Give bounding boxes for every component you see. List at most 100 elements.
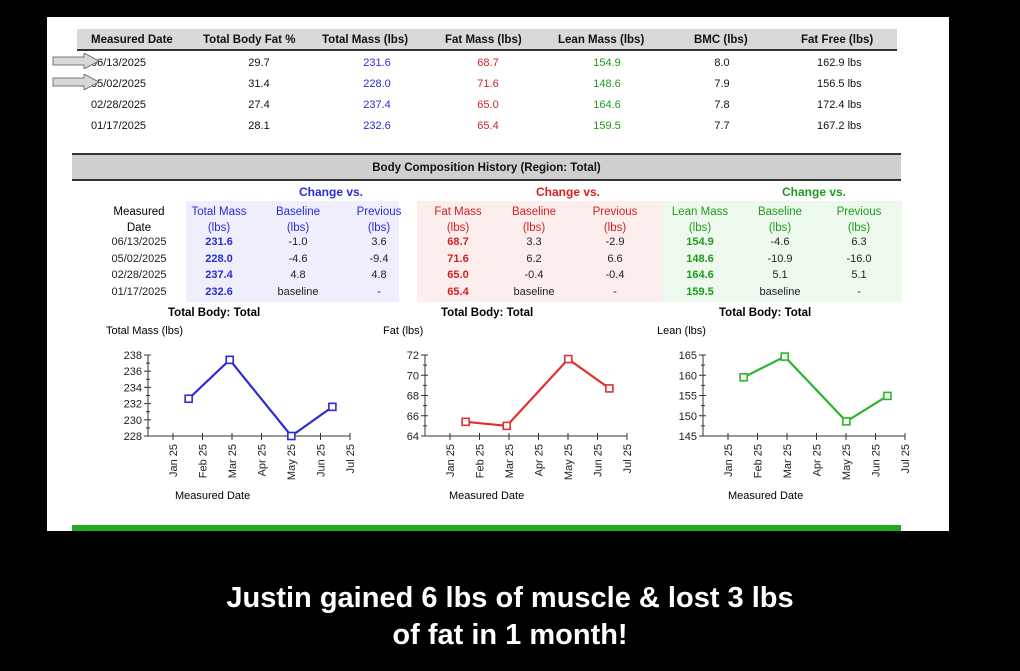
table-cell: 167.2 lbs — [817, 120, 862, 132]
header-line: (lbs) — [367, 222, 391, 234]
fat-chart: 64 66 68 70 72 Jan 25 Feb 25 Mar 25 Apr 25 May 25… — [379, 305, 649, 505]
x-tick-label: Apr 25 — [534, 444, 546, 476]
header-line: (lbs) — [847, 222, 871, 234]
chart-y-label: Total Mass (lbs) — [106, 325, 184, 337]
table-cell: 237.4 — [205, 269, 233, 281]
header-line: Previous — [356, 206, 402, 218]
mass-band — [186, 201, 399, 302]
table-cell: 05/02/2025 — [91, 78, 147, 90]
caption-line-2: of fat in 1 month! — [392, 619, 628, 651]
x-tick-label: Jun 25 — [316, 444, 328, 477]
x-tick-label: Apr 25 — [812, 444, 824, 476]
table-cell: -2.9 — [605, 236, 625, 248]
x-tick-label: Jun 25 — [871, 444, 883, 477]
table-cell: 06/13/2025 — [111, 236, 167, 248]
table-cell: 156.5 lbs — [817, 78, 862, 90]
y-tick-label: 232 — [124, 399, 142, 411]
y-tick-label: 70 — [407, 370, 419, 382]
table-cell: 01/17/2025 — [91, 120, 147, 132]
table-cell: 29.7 — [248, 57, 270, 69]
data-point — [883, 391, 892, 401]
accent-bar — [72, 525, 901, 531]
x-tick-label: Feb 25 — [475, 444, 487, 478]
table-cell: 3.3 — [526, 236, 542, 248]
x-tick-label: Apr 25 — [257, 444, 269, 476]
table-cell: 164.6 — [593, 99, 621, 111]
y-tick-label: 72 — [407, 350, 419, 362]
data-point — [184, 394, 193, 404]
report-sheet: Measured Date Total Body Fat % Total Mas… — [47, 17, 949, 531]
header-line: Lean Mass — [671, 206, 729, 218]
x-tick-label: Mar 25 — [782, 444, 794, 478]
summary-table-header: Measured Date Total Body Fat % Total Mas… — [77, 29, 897, 51]
table-cell: 28.1 — [248, 120, 270, 132]
table-cell: 237.4 — [363, 99, 391, 111]
history-table-title: Body Composition History (Region: Total) — [72, 153, 901, 181]
table-row: 02/28/2025 27.4 237.4 65.0 164.6 7.8 172.4 lbs — [77, 95, 897, 115]
history-column-header: Lean Mass (lbs) — [660, 204, 740, 236]
table-cell: -4.6 — [288, 252, 308, 265]
x-tick-label: May 25 — [563, 444, 575, 480]
header-measured-date: Measured Date — [91, 34, 173, 46]
fat-chart-plot: 64 66 68 70 72 Jan 25 Feb 25 Mar 25 Apr 25 May 25… — [407, 350, 634, 480]
table-cell: 232.6 — [205, 285, 233, 298]
header-line: (lbs) — [207, 222, 231, 234]
table-cell: 68.7 — [477, 57, 499, 69]
chart-x-label: Measured Date — [449, 490, 525, 502]
table-cell: 06/13/2025 — [91, 57, 147, 69]
table-cell: 6.3 — [851, 236, 867, 248]
table-cell: 7.9 — [714, 78, 730, 90]
header-total-body-fat: Total Body Fat % — [203, 34, 296, 46]
table-cell: -0.4 — [605, 269, 625, 281]
table-cell: 01/17/2025 — [111, 285, 167, 298]
header-bmc: BMC (lbs) — [694, 34, 748, 46]
series-line — [187, 358, 334, 438]
table-row: 05/02/2025 31.4 228.0 71.6 148.6 7.9 156.5 lbs — [77, 74, 897, 94]
table-cell: 65.0 — [447, 269, 469, 281]
table-cell: 231.6 — [363, 57, 391, 69]
x-tick-label: Jul 25 — [622, 444, 634, 473]
chart-x-label: Measured Date — [728, 490, 804, 502]
header-line: (lbs) — [286, 222, 310, 234]
y-tick-label: 68 — [407, 391, 419, 403]
table-cell: 4.8 — [290, 269, 306, 281]
chart-title: Total Body: Total — [719, 307, 812, 319]
table-cell: 228.0 — [363, 78, 391, 90]
table-cell: 159.5 — [686, 285, 714, 298]
x-tick-label: May 25 — [841, 444, 853, 480]
y-tick-label: 228 — [124, 431, 142, 443]
y-tick-label: 165 — [679, 350, 697, 362]
history-column-header: Baseline (lbs) — [494, 204, 574, 236]
lean-change-group-header: Change vs. — [781, 185, 847, 199]
table-cell: -16.0 — [846, 252, 872, 265]
table-cell: 65.4 — [477, 120, 499, 132]
table-cell: 8.0 — [714, 57, 730, 69]
x-tick-label: Jan 25 — [723, 444, 735, 477]
table-cell: -0.4 — [524, 269, 544, 281]
table-cell: 5.1 — [772, 269, 788, 281]
chart-x-label: Measured Date — [175, 490, 251, 502]
table-cell: -10.9 — [767, 252, 793, 265]
total-mass-chart: 228 230 232 234 236 238 Jan 25 Feb 25 Mar 25 Apr … — [102, 305, 372, 505]
table-cell: -1.0 — [288, 236, 308, 248]
header-fat-mass: Fat Mass (lbs) — [445, 34, 522, 46]
data-point — [461, 417, 470, 427]
x-tick-label: Mar 25 — [504, 444, 516, 478]
header-line: Measured — [113, 206, 165, 218]
y-tick-label: 234 — [124, 382, 142, 394]
y-tick-label: 150 — [679, 411, 697, 423]
y-tick-label: 155 — [679, 391, 697, 403]
x-tick-label: Jul 25 — [900, 444, 912, 473]
table-cell: 27.4 — [248, 99, 270, 111]
table-cell: 7.8 — [714, 99, 730, 111]
header-line: (lbs) — [446, 222, 470, 234]
series-line — [743, 355, 888, 423]
table-cell: 162.9 lbs — [817, 57, 862, 69]
table-cell: - — [377, 285, 381, 298]
table-cell: -9.4 — [369, 252, 389, 265]
y-tick-label: 236 — [124, 366, 142, 378]
table-cell: 228.0 — [205, 252, 233, 265]
table-cell: 6.6 — [607, 252, 623, 265]
table-cell: - — [613, 285, 617, 298]
table-cell: 231.6 — [205, 236, 233, 248]
